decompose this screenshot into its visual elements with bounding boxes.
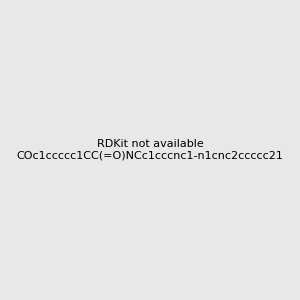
Text: RDKit not available
COc1ccccc1CC(=O)NCc1cccnc1-n1cnc2ccccc21: RDKit not available COc1ccccc1CC(=O)NCc1…: [16, 139, 283, 161]
